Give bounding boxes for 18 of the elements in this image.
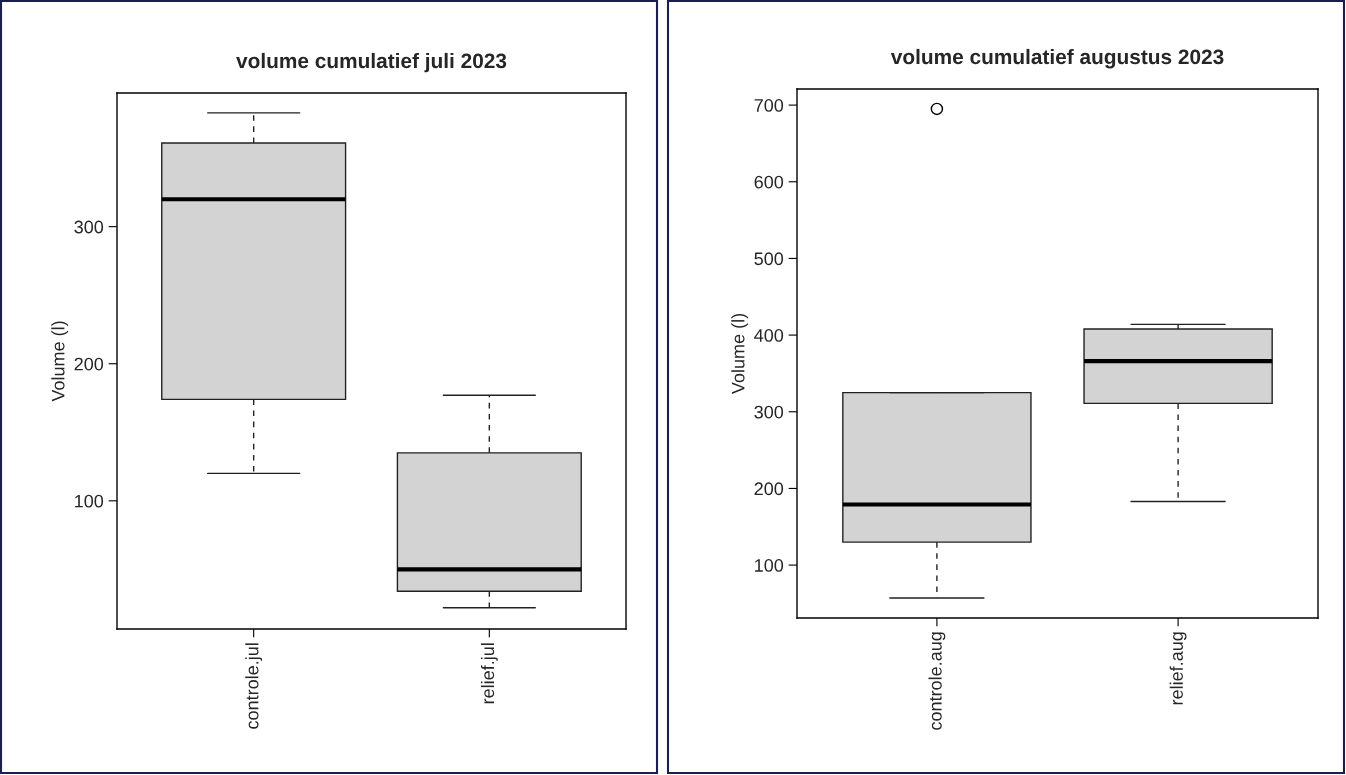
x-tick-label: relief.aug (1169, 632, 1187, 705)
x-tick-label: controle.jul (245, 643, 263, 729)
y-tick-label: 100 (75, 494, 104, 508)
y-tick-label: 300 (754, 405, 784, 419)
y-tick-label: 500 (754, 252, 784, 266)
y-tick-label: 700 (754, 99, 784, 112)
y-tick-label: 400 (754, 329, 784, 342)
y-tick-label: 200 (754, 482, 784, 496)
y-tick-label: 100 (755, 559, 784, 572)
chart-title: volume cumulatief augustus 2023 (890, 48, 1224, 69)
y-axis-title: Volume (l) (51, 321, 69, 402)
x-tick-label: controle.aug (928, 632, 946, 730)
y-tick-label: 300 (74, 220, 104, 234)
chart-title: volume cumulatief juli 2023 (236, 52, 507, 73)
y-tick-label: 600 (754, 175, 784, 189)
x-tick-label: relief.jul (480, 643, 498, 704)
y-tick-label: 200 (74, 357, 104, 371)
y-axis-title: Volume (l) (731, 313, 749, 395)
